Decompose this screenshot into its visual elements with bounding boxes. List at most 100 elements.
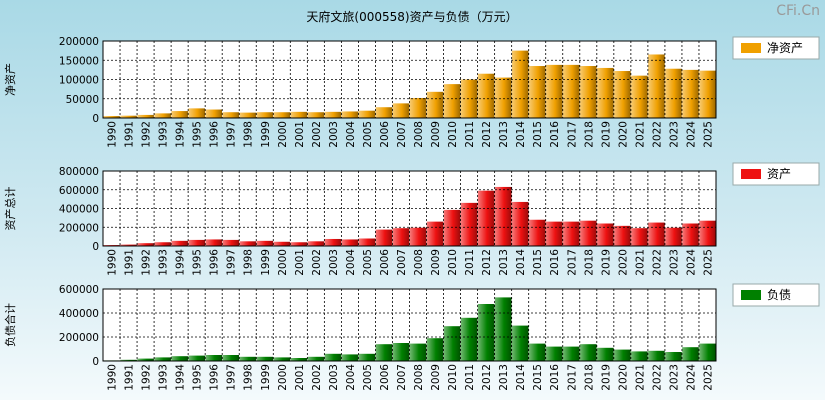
x-tick-label: 2002: [311, 249, 323, 276]
bar-2020: [614, 71, 631, 118]
bar-2025: [699, 220, 716, 246]
x-tick-label: 2016: [549, 121, 561, 148]
x-tick-label: 1995: [192, 121, 204, 148]
bar-2022: [648, 222, 665, 246]
legend-swatch: [741, 169, 761, 179]
x-tick-label: 1996: [209, 364, 221, 391]
x-tick-label: 2022: [651, 249, 663, 276]
chart-panel-1: 0 50000 100000 150000 200000 1990 1991 1992 1993…: [3, 36, 820, 148]
bar-2019: [596, 223, 614, 246]
legend: 负债: [732, 283, 820, 307]
bar-2002: [307, 241, 325, 246]
bar-1998: [239, 241, 257, 246]
bar-2013: [494, 297, 512, 361]
bar-2025: [699, 70, 716, 118]
x-tick-label: 2015: [532, 364, 544, 391]
x-tick-label: 2009: [430, 364, 442, 391]
y-tick-label: 600000: [59, 185, 99, 197]
x-tick-label: 2025: [702, 364, 714, 391]
x-tick-label: 2002: [311, 121, 323, 148]
x-tick-label: 2003: [328, 364, 340, 391]
x-tick-label: 1995: [192, 249, 204, 276]
bar-2005: [358, 353, 376, 361]
bar-1995: [188, 239, 205, 246]
bar-2009: [426, 91, 444, 118]
bar-1994: [171, 111, 188, 118]
plot-frame: [102, 288, 717, 362]
x-tick-label: 2007: [396, 249, 408, 276]
plot-frame: [102, 40, 717, 119]
bar-2007: [392, 103, 410, 118]
x-tick-label: 2016: [549, 364, 561, 391]
bar-2006: [375, 229, 393, 246]
x-tick-label: 1990: [107, 364, 119, 391]
bar-2024: [682, 347, 699, 361]
x-tick-label: 2023: [668, 121, 680, 148]
x-tick-label: 1992: [141, 249, 153, 276]
x-tick-label: 2019: [600, 121, 612, 148]
x-tick-label: 2003: [328, 249, 340, 276]
x-tick-label: 1999: [260, 364, 272, 391]
x-tick-label: 2018: [583, 121, 595, 148]
bar-2017: [562, 221, 580, 246]
bar-2010: [443, 209, 461, 246]
bar-1994: [171, 356, 188, 361]
bar-2008: [409, 343, 427, 361]
bar-2023: [665, 68, 682, 118]
y-tick-label: 200000: [59, 332, 99, 344]
bar-2008: [409, 97, 427, 118]
x-tick-label: 2007: [396, 121, 408, 148]
bar-1999: [256, 112, 274, 118]
bar-1996: [205, 355, 223, 361]
bar-2012: [477, 190, 495, 246]
x-tick-label: 2006: [379, 121, 391, 148]
x-tick-label: 2021: [634, 121, 646, 148]
x-tick-label: 2002: [311, 364, 323, 391]
y-tick-label: 150000: [59, 55, 99, 67]
y-tick-label: 0: [92, 113, 99, 125]
x-tick-label: 2015: [532, 121, 544, 148]
x-tick-label: 1991: [124, 249, 136, 276]
x-tick-label: 2011: [464, 364, 476, 391]
bar-1997: [222, 355, 240, 361]
bar-2005: [358, 238, 376, 246]
x-tick-label: 2013: [498, 249, 510, 276]
y-tick-label: 600000: [59, 284, 99, 296]
x-tick-label: 2001: [294, 249, 306, 276]
x-tick-label: 2025: [702, 121, 714, 148]
bar-2011: [460, 79, 478, 118]
legend: 净资产: [732, 36, 820, 60]
x-tick-label: 2005: [362, 121, 374, 148]
x-tick-label: 1996: [209, 249, 221, 276]
x-tick-label: 2000: [277, 249, 289, 276]
bar-1993: [154, 242, 171, 246]
legend-label: 资产: [767, 167, 791, 181]
x-tick-label: 2018: [583, 249, 595, 276]
x-tick-label: 1998: [243, 249, 255, 276]
x-tick-label: 2013: [498, 364, 510, 391]
bar-2006: [375, 344, 393, 361]
x-tick-label: 2000: [277, 121, 289, 148]
watermark-text: CFi.Cn: [776, 3, 820, 19]
x-tick-label: 2014: [515, 364, 527, 391]
bar-2018: [579, 344, 597, 361]
x-tick-label: 1996: [209, 121, 221, 148]
x-tick-label: 1999: [260, 121, 272, 148]
x-tick-label: 2012: [481, 364, 493, 391]
x-tick-label: 2011: [464, 121, 476, 148]
bar-1990: [103, 116, 120, 118]
bar-1995: [188, 108, 205, 118]
bar-2000: [273, 241, 291, 246]
x-tick-label: 1993: [158, 364, 170, 391]
x-tick-label: 2024: [685, 249, 697, 276]
bar-2012: [477, 73, 495, 118]
y-tick-label: 400000: [59, 204, 99, 216]
x-tick-label: 2012: [481, 121, 493, 148]
bar-2019: [596, 67, 614, 118]
bar-2014: [511, 201, 529, 246]
plot-frame: [102, 170, 717, 247]
bar-1999: [256, 240, 274, 246]
bar-1991: [120, 359, 137, 361]
bar-2002: [307, 356, 325, 361]
